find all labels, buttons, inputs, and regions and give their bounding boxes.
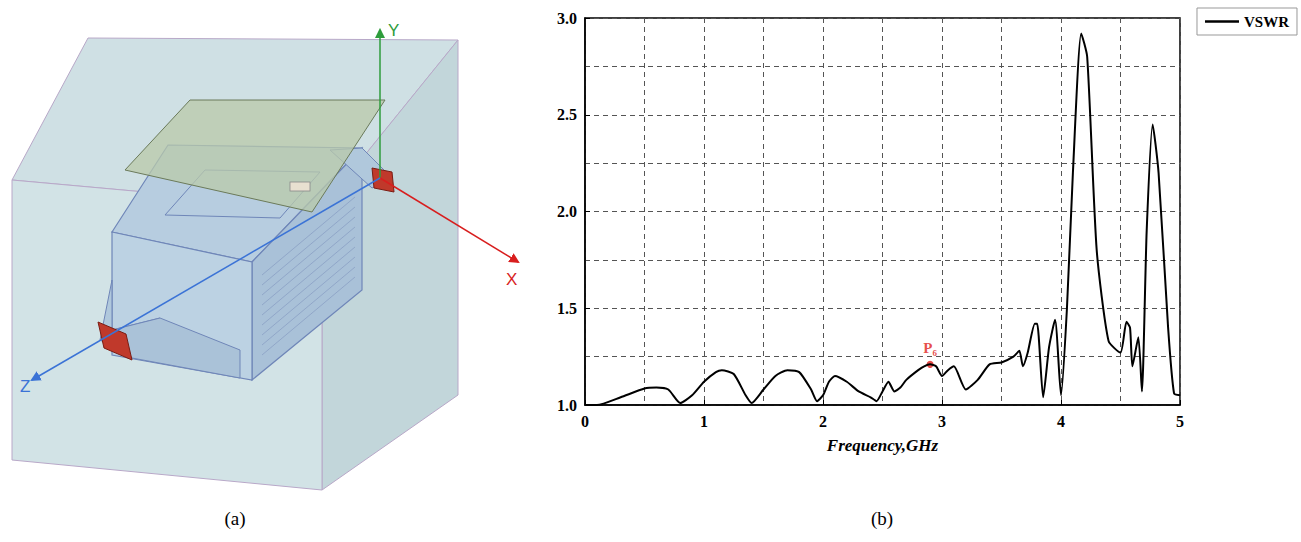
svg-text:3: 3 [938, 413, 946, 430]
svg-text:3.0: 3.0 [557, 10, 577, 27]
svg-text:5: 5 [1176, 413, 1184, 430]
svg-text:1: 1 [700, 413, 708, 430]
svg-text:P₆: P₆ [923, 340, 937, 356]
svg-text:2.0: 2.0 [557, 203, 577, 220]
svg-text:2.5: 2.5 [557, 106, 577, 123]
svg-text:0: 0 [581, 413, 589, 430]
svg-text:VSWR: VSWR [1244, 14, 1289, 30]
svg-text:2: 2 [819, 413, 827, 430]
html-text:(b): (b) [870, 508, 894, 529]
svg-text:Z: Z [20, 377, 30, 396]
svg-text:X: X [506, 270, 517, 289]
svg-text:1.5: 1.5 [557, 300, 577, 317]
svg-text:Frequency,GHz: Frequency,GHz [826, 436, 939, 455]
svg-text:Y: Y [388, 21, 399, 40]
svg-text:4: 4 [1057, 413, 1065, 430]
svg-text:1.0: 1.0 [557, 397, 577, 414]
html-text:(a): (a) [224, 508, 246, 529]
